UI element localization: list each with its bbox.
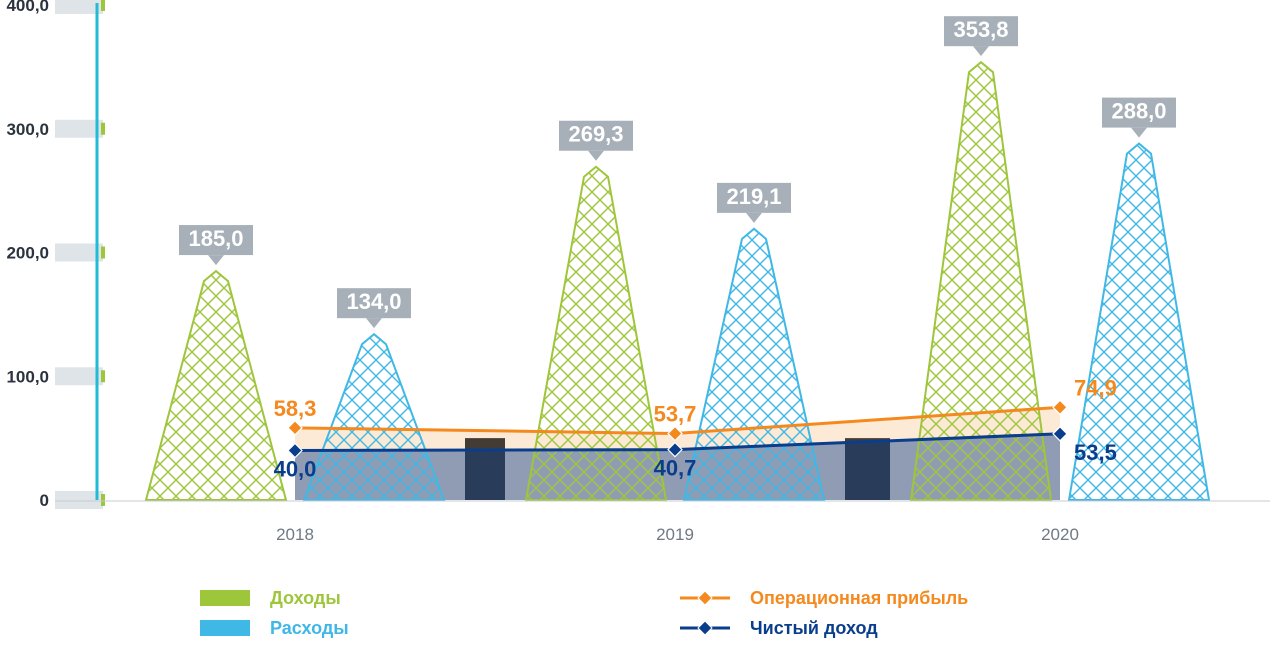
- legend-label: Операционная прибыль: [750, 588, 968, 608]
- legend-swatch-bar: [200, 620, 250, 636]
- legend-swatch-bar: [200, 590, 250, 606]
- bar-value-badge-pointer: [746, 213, 762, 223]
- bar-expense: [304, 334, 444, 500]
- bar-income: [146, 271, 286, 500]
- y-tick-mark: [101, 123, 105, 135]
- legend-label: Расходы: [270, 618, 349, 638]
- x-category-label: 2020: [1041, 525, 1079, 544]
- y-tick-label: 200,0: [6, 244, 49, 263]
- y-tick-mark: [101, 247, 105, 259]
- bar-value-label: 185,0: [188, 226, 243, 251]
- bar-value-badge-pointer: [1131, 128, 1147, 138]
- y-tick-mark: [101, 0, 105, 11]
- y-tick-label: 300,0: [6, 120, 49, 139]
- chart-svg: 0 100,0 200,0 300,0 400,0 185,0 134,0 269,3 219,…: [0, 0, 1280, 647]
- y-tick-mark: [101, 494, 105, 506]
- line-value-op_profit: 58,3: [274, 396, 317, 421]
- bar-value-badge-pointer: [208, 255, 224, 265]
- bar-value-label: 269,3: [568, 122, 623, 147]
- legend-label: Доходы: [270, 588, 341, 608]
- legend-swatch-marker: [698, 591, 712, 605]
- financial-chart: 0 100,0 200,0 300,0 400,0 185,0 134,0 269,3 219,…: [0, 0, 1280, 647]
- line-value-op_profit: 74,9: [1074, 375, 1117, 400]
- x-category-label: 2019: [656, 525, 694, 544]
- y-tick-label: 100,0: [6, 367, 49, 386]
- legend-swatch-marker: [698, 621, 712, 635]
- bar-value-label: 288,0: [1111, 99, 1166, 124]
- y-tick-label: 400,0: [6, 0, 49, 15]
- y-tick-label: 0: [40, 491, 49, 510]
- bar-value-label: 353,8: [953, 17, 1008, 42]
- legend-label: Чистый доход: [750, 618, 878, 638]
- x-category-label: 2018: [276, 525, 314, 544]
- bar-value-label: 219,1: [726, 184, 781, 209]
- bar-value-badge-pointer: [973, 46, 989, 56]
- line-value-net_income: 40,0: [274, 457, 317, 482]
- y-tick-mark: [101, 370, 105, 382]
- bar-expense: [684, 229, 824, 500]
- bar-value-label: 134,0: [346, 289, 401, 314]
- line-value-net_income: 40,7: [654, 456, 697, 481]
- bar-value-badge-pointer: [588, 151, 604, 161]
- line-value-op_profit: 53,7: [654, 402, 697, 427]
- bar-value-badge-pointer: [366, 318, 382, 328]
- line-value-net_income: 53,5: [1074, 440, 1117, 465]
